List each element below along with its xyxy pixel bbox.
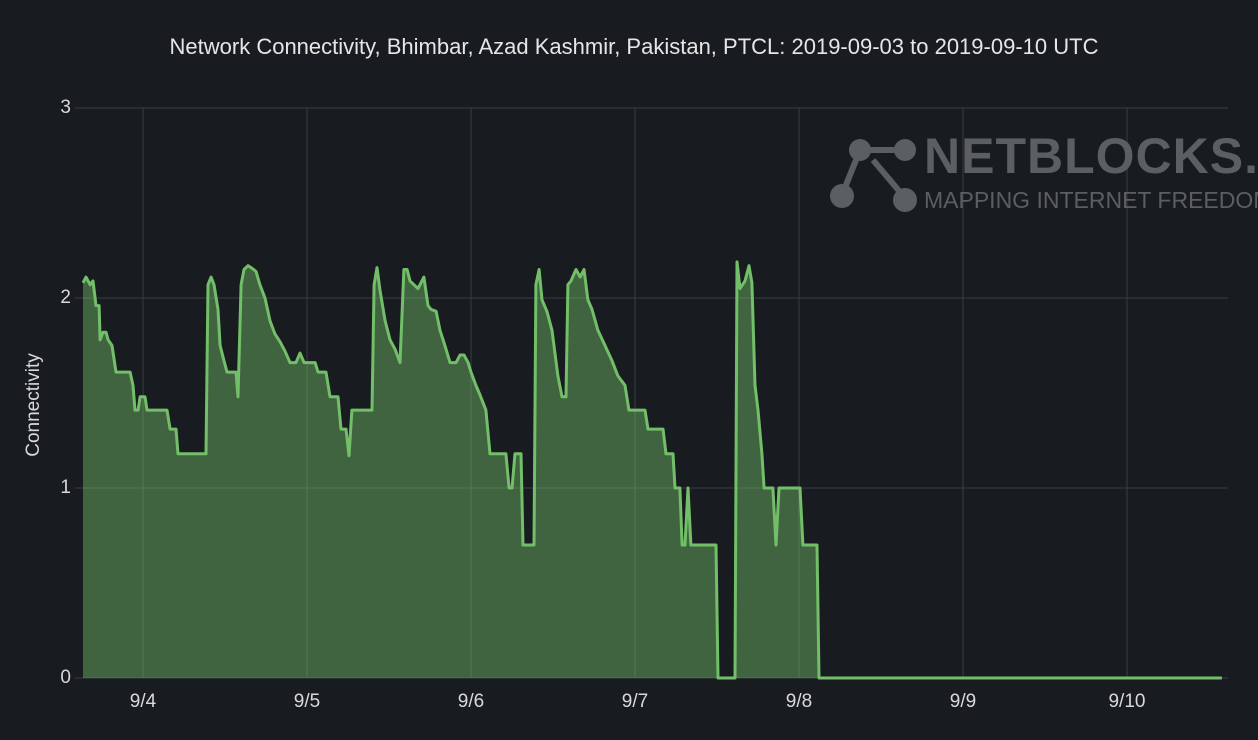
y-tick-label: 2	[60, 287, 71, 308]
x-tick-label: 9/10	[1108, 691, 1145, 712]
y-tick-label: 0	[60, 667, 71, 688]
data-line	[81, 260, 1222, 680]
x-tick-label: 9/7	[622, 691, 648, 712]
y-axis-label: Connectivity	[23, 353, 44, 457]
x-tick-label: 9/9	[950, 691, 976, 712]
watermark-name: NETBLOCKS.ORG	[924, 128, 1258, 184]
y-tick-label: 1	[60, 477, 71, 498]
x-tick-label: 9/5	[294, 691, 320, 712]
watermark-tagline: MAPPING INTERNET FREEDOM	[924, 187, 1258, 213]
x-tick-label: 9/4	[130, 691, 157, 712]
y-tick-label: 3	[60, 97, 71, 118]
chart-title: Network Connectivity, Bhimbar, Azad Kash…	[170, 34, 1099, 59]
x-tick-label: 9/6	[458, 691, 484, 712]
area-fill	[83, 261, 1222, 678]
x-tick-label: 9/8	[786, 691, 812, 712]
watermark-logo	[830, 139, 917, 212]
